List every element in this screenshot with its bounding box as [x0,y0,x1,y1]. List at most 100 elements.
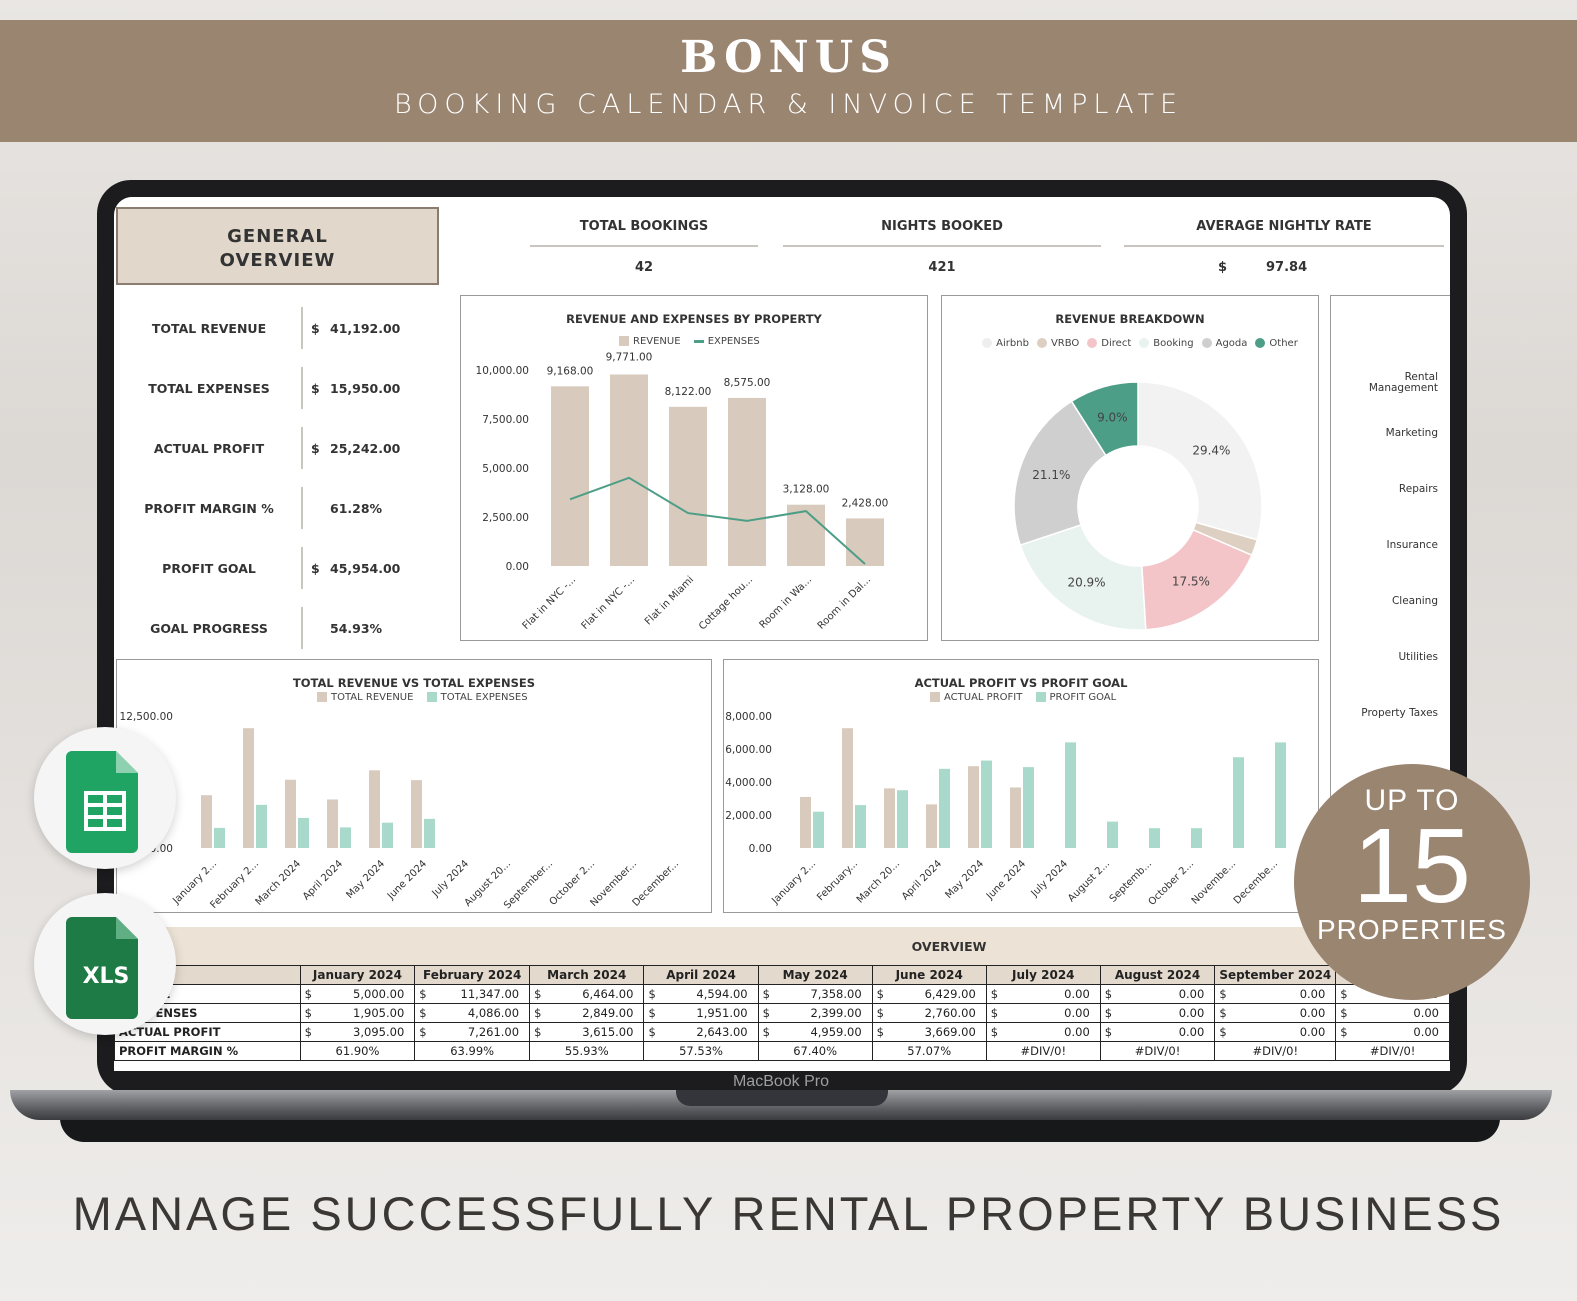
summary-prefix: $ [311,561,320,576]
x-tick-label: February... [815,858,860,903]
overview-cell-value: 0.00 [1178,1006,1205,1020]
overview-cell: $3,095.00 [299,1022,416,1042]
summary-label: PROFIT MARGIN % [144,501,274,516]
overview-cell-value: 4,959.00 [810,1025,862,1039]
overview-month-header: April 2024 [643,965,759,985]
overview-month-header: July 2024 [985,965,1101,985]
currency-sign: $ [648,987,656,1001]
overview-cell: $0.00 [1099,1022,1216,1042]
legend-label: Other [1269,338,1298,349]
banner-title: BONUS [680,32,897,83]
banner-subtitle: BOOKING CALENDAR & INVOICE TEMPLATE [393,89,1184,120]
summary-divider [301,607,303,649]
bar-series-2 [1023,767,1034,848]
x-tick-label: Septemb... [1108,858,1154,904]
expense-category-label: Property Taxes [1361,707,1438,719]
overview-cell: 57.07% [871,1041,987,1061]
bar-data-label: 8,575.00 [724,377,771,389]
currency-sign: $ [1340,987,1348,1001]
bar-series-2 [1107,821,1118,848]
bar-series-2 [1065,742,1076,848]
overview-cell-value: 0.00 [1299,1006,1326,1020]
google-sheets-icon [66,751,138,853]
overview-cell: $6,464.00 [529,984,645,1004]
bar-series-1 [201,795,212,848]
overview-cell-value: 7,261.00 [467,1025,520,1039]
google-sheets-badge [34,727,176,869]
x-tick-label: Room in Dal... [816,574,873,631]
overview-cell-value: 0.00 [1178,987,1205,1001]
summary-value: 15,950.00 [330,381,401,396]
overview-month-header: June 2024 [871,965,987,985]
overview-cell: $1,951.00 [643,1003,759,1023]
expense-category-label: Cleaning [1391,595,1438,607]
chart-legend: ACTUAL PROFIT PROFIT GOAL [920,692,1116,703]
overview-cell-value: 0.00 [1064,1006,1090,1020]
overview-cell-value: 0.00 [1299,987,1326,1001]
x-tick-label: June 2024 [984,858,1028,902]
overview-cell-value: 2,643.00 [696,1025,748,1039]
currency-sign: $ [419,987,427,1001]
overview-cell: $0.00 [1335,1003,1450,1023]
kpi-value-average-nightly-rate: 97.84 [1266,260,1308,275]
legend-label: Airbnb [996,338,1029,349]
bar-series-2 [340,827,351,848]
summary-value: 61.28% [330,501,383,516]
overview-cell-value: 4,594.00 [696,987,748,1001]
overview-cell-value: 0.00 [1413,1025,1439,1039]
currency-sign: $ [1104,987,1113,1001]
overview-cell-value: 2,399.00 [810,1006,862,1020]
bar-series-1 [327,799,338,848]
pie-slice [1137,381,1263,541]
chart-legend: Airbnb VRBO Direct Booking Agoda Other [966,336,1306,352]
overview-cell: $2,760.00 [871,1003,987,1023]
expense-category-label: Rental Management [1368,371,1438,394]
bar-series-1 [411,780,422,848]
currency-sign: $ [990,1025,999,1039]
overview-cell: $5,000.00 [299,984,416,1004]
chart-title: TOTAL REVENUE VS TOTAL EXPENSES [292,676,536,690]
overview-cell: $0.00 [985,1003,1101,1023]
overview-cell: $2,643.00 [643,1022,759,1042]
summary-label: PROFIT GOAL [162,561,256,576]
x-tick-label: Flat in Miami [643,574,696,627]
summary-value: 45,954.00 [330,561,401,576]
promo-line2: PROPERTIES [1317,914,1507,945]
table-row: L EXPENSES $1,905.00 $4,086.00 $2,849.00 $1,… [114,1003,1450,1023]
overview-cell: #DIV/0! [1099,1041,1216,1061]
bar-series-1 [800,796,811,848]
summary-divider [301,307,303,349]
summary-prefix: $ [311,321,320,336]
summary-divider [301,487,303,529]
y-tick-label: 0.00 [506,561,529,573]
summary-label: ACTUAL PROFIT [153,441,265,456]
currency-sign: $ [1219,1006,1227,1020]
promo-banner: BONUS BOOKING CALENDAR & INVOICE TEMPLAT… [0,20,1577,142]
currency-sign: $ [648,1006,656,1020]
currency-sign: $ [762,1025,770,1039]
currency-sign: $ [1340,1006,1348,1020]
currency-sign: $ [648,1025,656,1039]
x-tick-label: May 2024 [344,858,387,901]
line-expenses [569,476,866,565]
bar-series-1 [884,788,895,848]
y-tick-label: 5,000.00 [482,463,529,475]
currency-sign: $ [876,1025,884,1039]
overview-cell: $11,347.00 [414,984,531,1004]
currency-sign: $ [304,1006,312,1020]
bar-data-label: 3,128.00 [783,484,830,496]
y-tick-label: 8,000.00 [725,711,772,723]
overview-row-label: ACTUAL PROFIT [114,1022,301,1042]
kpi-value-total-bookings: 42 [634,260,654,275]
kpi-prefix-average-nightly-rate: $ [1218,260,1228,275]
legend-swatch-total-expenses [426,692,437,702]
bar-series-1 [968,766,979,848]
bar-series-2 [298,817,309,848]
bar-series-2 [1275,742,1286,848]
y-tick-label: 10,000.00 [476,365,529,377]
pie-slice [1013,400,1107,547]
overview-cell: $6,429.00 [871,984,987,1004]
pie-slice-label: 17.5% [1172,574,1210,588]
overview-month-header: September 2024 [1214,965,1337,985]
overview-cell-value: 2,760.00 [924,1006,976,1020]
